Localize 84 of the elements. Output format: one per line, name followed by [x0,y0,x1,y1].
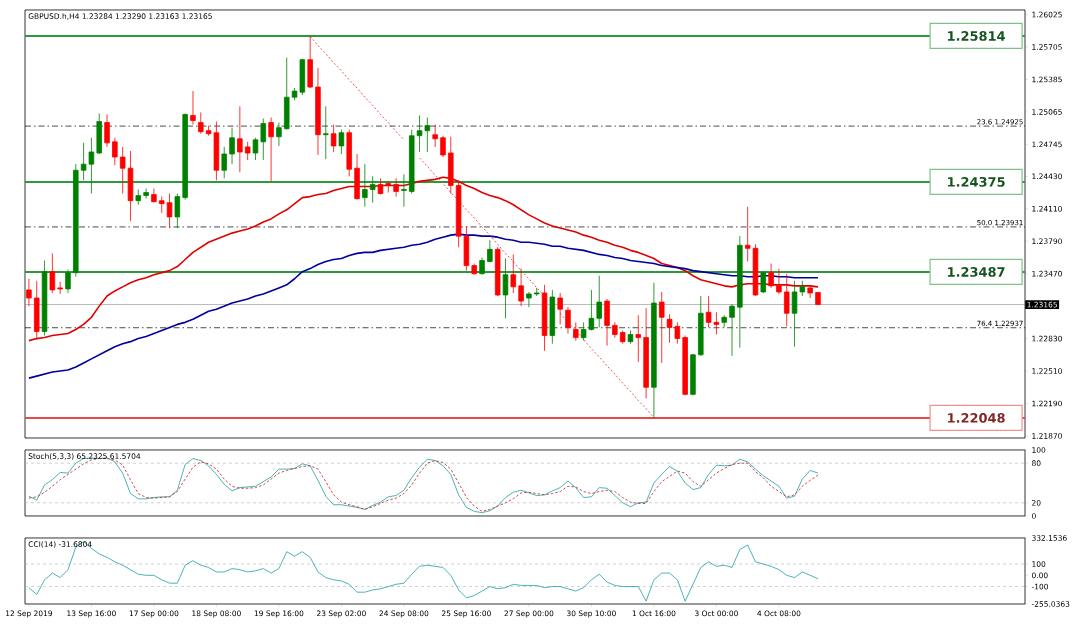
candlestick [448,136,454,194]
candlestick [283,57,290,131]
candlestick [26,278,32,307]
candlestick [260,118,267,161]
candlestick [408,129,415,194]
candlestick [338,129,345,155]
candlestick [354,153,360,201]
candlestick [65,269,71,294]
candlestick [557,292,563,325]
candlestick [401,173,407,208]
candlestick [112,137,118,166]
candlestick [330,124,337,153]
candlestick [49,253,56,294]
candlestick [619,330,626,345]
ref-line-label: 1.22048 [948,413,1005,423]
candlestick [307,35,313,89]
candlestick [198,112,204,135]
candlestick [41,260,48,336]
candlestick [135,189,142,206]
candlestick [658,291,665,364]
candlestick [323,105,329,160]
candlestick [760,271,767,294]
candlestick [487,239,493,263]
candlestick [315,67,321,156]
candlestick [369,175,376,204]
candlestick [440,135,446,158]
candlestick [729,303,735,357]
candlestick [518,268,524,307]
candlestick [143,188,149,200]
candlestick [541,284,548,352]
candlestick [182,113,188,201]
candlestick [807,284,813,299]
candlestick [612,321,618,338]
candlestick [252,137,259,161]
candlestick [643,307,649,399]
candlestick [721,314,727,328]
candlestick [596,275,602,328]
candlestick [565,306,571,334]
candlestick [533,287,540,297]
candlestick [190,90,196,125]
candlestick [229,127,235,165]
candlestick [174,193,181,229]
candlestick [166,193,173,229]
candlestick [377,177,384,195]
ref-line-label: 1.23487 [948,267,1005,277]
candlestick [776,268,782,295]
candlestick [362,163,368,208]
candlestick [237,105,243,173]
candlestick [768,263,774,289]
candlestick [604,298,610,347]
candlestick [627,330,634,345]
candlestick [96,113,102,155]
candlestick [385,180,392,193]
candlestick [57,281,63,295]
candlestick [33,280,40,340]
candlestick [471,263,477,276]
candlestick [73,163,79,278]
candlestick [783,273,790,327]
candlestick [276,122,282,147]
candlestick [393,177,399,197]
candlestick [502,258,509,319]
candlestick [573,321,579,342]
ref-line-label: 1.25814 [948,31,1005,41]
candlestick [526,291,532,308]
candlestick [432,124,438,148]
candlestick [635,314,642,363]
candlestick [151,188,157,204]
candlestick [158,196,165,214]
candlestick [690,353,696,396]
candlestick [651,282,657,419]
candlestick [479,257,485,276]
candlestick [494,246,501,297]
candlestick [737,235,743,349]
ref-line-label: 1.24375 [948,177,1005,187]
candlestick [510,254,517,294]
candlestick [346,129,352,177]
candlestick [268,117,274,182]
candlestick [104,114,110,148]
candlestick [815,291,821,306]
candlestick [682,335,688,396]
candlestick [244,141,251,161]
candlestick [698,295,704,357]
candlestick [221,146,227,179]
candlestick [549,289,556,345]
